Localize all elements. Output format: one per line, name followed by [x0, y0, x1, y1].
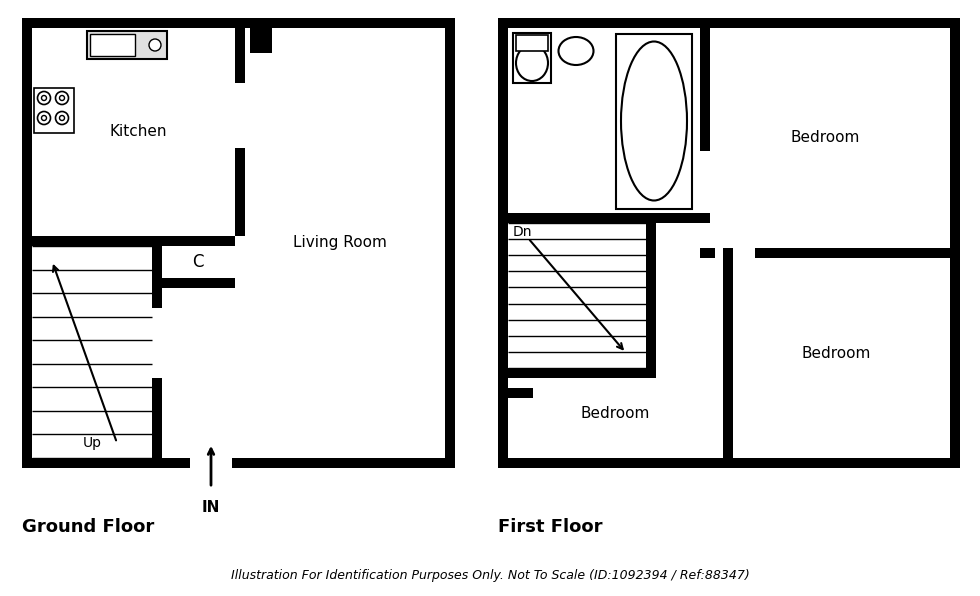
Text: Dn: Dn — [513, 225, 532, 239]
Bar — [700, 133, 710, 151]
Bar — [700, 28, 710, 133]
Bar — [646, 213, 656, 368]
Bar — [445, 18, 455, 468]
Bar — [22, 18, 32, 468]
Bar — [22, 458, 190, 468]
Bar — [87, 31, 167, 59]
Bar — [498, 458, 960, 468]
Bar — [32, 236, 235, 246]
Bar — [250, 28, 272, 53]
Ellipse shape — [621, 42, 687, 200]
Bar — [235, 28, 245, 83]
Bar — [498, 18, 960, 468]
Circle shape — [60, 95, 65, 101]
Circle shape — [41, 95, 46, 101]
Bar — [498, 253, 508, 458]
Circle shape — [56, 92, 69, 104]
Text: C: C — [192, 253, 204, 271]
Text: Bedroom: Bedroom — [790, 131, 859, 145]
Text: Ground Floor: Ground Floor — [22, 518, 154, 536]
Bar — [498, 18, 960, 28]
Ellipse shape — [516, 45, 548, 81]
Bar — [508, 388, 533, 398]
Bar — [34, 88, 74, 133]
Text: Bedroom: Bedroom — [802, 346, 870, 361]
Bar — [152, 378, 162, 458]
Bar — [90, 34, 135, 56]
Circle shape — [37, 111, 51, 125]
Text: Living Room: Living Room — [293, 235, 387, 250]
Circle shape — [60, 116, 65, 120]
Text: Illustration For Identification Purposes Only. Not To Scale (ID:1092394 / Ref:88: Illustration For Identification Purposes… — [230, 569, 750, 582]
Bar — [616, 34, 692, 209]
Bar — [508, 213, 710, 223]
Ellipse shape — [559, 37, 594, 65]
Bar — [152, 278, 235, 288]
Bar — [723, 248, 733, 458]
Bar — [152, 236, 162, 308]
Bar — [513, 33, 551, 83]
Bar — [232, 458, 455, 468]
Bar — [508, 368, 656, 378]
Bar — [22, 18, 455, 468]
Text: First Floor: First Floor — [498, 518, 603, 536]
Bar — [755, 248, 950, 258]
Text: Up: Up — [82, 436, 102, 450]
Circle shape — [37, 92, 51, 104]
Text: Bedroom: Bedroom — [580, 405, 650, 421]
Bar — [498, 28, 508, 213]
Text: IN: IN — [202, 500, 220, 515]
Bar — [498, 18, 508, 468]
Bar — [22, 18, 455, 28]
Circle shape — [41, 116, 46, 120]
Bar — [950, 18, 960, 468]
Bar — [700, 248, 715, 258]
Circle shape — [149, 39, 161, 51]
Bar — [516, 35, 548, 51]
Circle shape — [56, 111, 69, 125]
Text: Kitchen: Kitchen — [109, 125, 167, 139]
Bar — [235, 148, 245, 236]
